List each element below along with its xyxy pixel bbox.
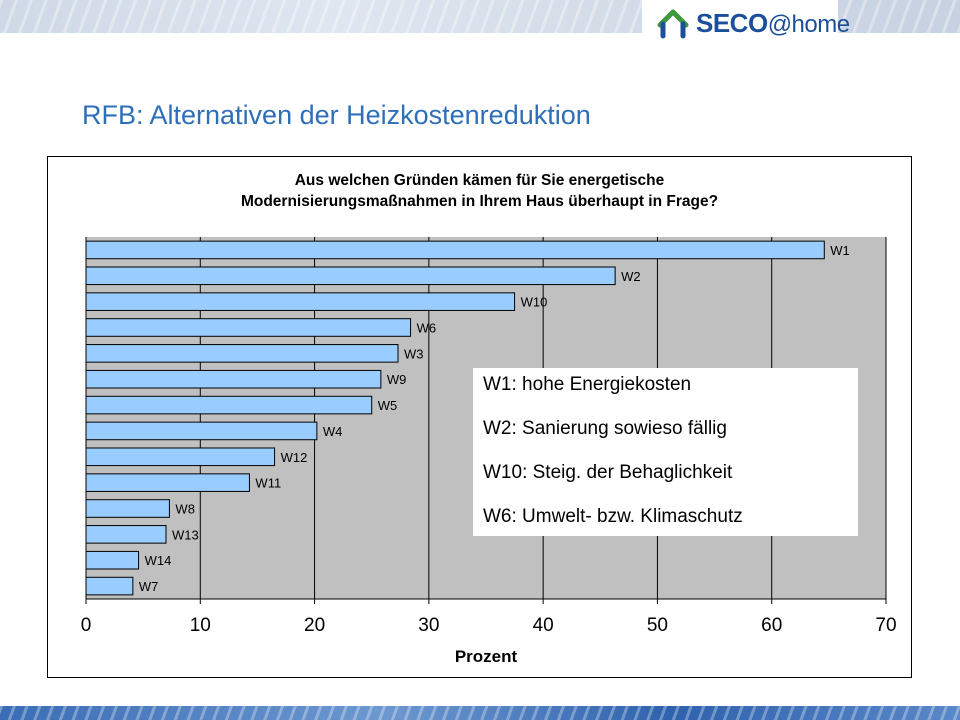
bar-label-w6: W6 xyxy=(417,321,437,336)
x-tick-label: 70 xyxy=(875,615,896,636)
bar-label-w5: W5 xyxy=(378,398,398,413)
bar-w14 xyxy=(85,550,140,570)
bar-label-w11: W11 xyxy=(255,476,281,491)
note-w1: W1: hohe Energiekosten xyxy=(483,374,692,395)
bar-w4 xyxy=(85,421,318,441)
x-tick-label: 40 xyxy=(533,615,554,636)
bar-w8 xyxy=(85,499,170,518)
x-tick-label: 50 xyxy=(647,615,668,636)
bar-w5 xyxy=(85,395,373,415)
note-w6: W6: Umwelt- bzw. Klimaschutz xyxy=(483,506,743,527)
x-tick-label: 30 xyxy=(418,615,439,636)
bar-label-w13: W13 xyxy=(172,527,199,542)
x-tick-label: 0 xyxy=(81,615,92,636)
bar-w2 xyxy=(85,266,616,286)
notes-box: W1: hohe Energiekosten W2: Sanierung sow… xyxy=(473,368,858,536)
bar-w3 xyxy=(85,344,399,363)
bar-label-w4: W4 xyxy=(323,424,343,439)
bar-label-w3: W3 xyxy=(404,346,424,361)
bar-w9 xyxy=(85,369,382,389)
bar-label-w7: W7 xyxy=(139,579,159,594)
note-w10: W10: Steig. der Behaglichkeit xyxy=(483,462,733,483)
footer-band xyxy=(0,706,960,720)
bar-w12 xyxy=(85,447,276,467)
chart-title-line-1: Aus welchen Gründen kämen für Sie energe… xyxy=(294,172,665,189)
bar-w13 xyxy=(85,525,167,544)
house-logo-icon xyxy=(657,9,689,39)
bar-label-w2: W2 xyxy=(621,269,641,284)
slide-title: RFB: Alternativen der Heizkostenreduktio… xyxy=(82,100,591,130)
bar-label-w8: W8 xyxy=(175,502,195,517)
bar-label-w12: W12 xyxy=(281,450,308,465)
bar-label-w1: W1 xyxy=(830,243,850,258)
logo: SECO@home xyxy=(642,0,850,44)
x-tick-label: 10 xyxy=(190,615,211,636)
logo-text: SECO@home xyxy=(696,8,850,38)
bar-w11 xyxy=(85,473,250,492)
bar-label-w10: W10 xyxy=(521,295,548,310)
bar-label-w9: W9 xyxy=(387,372,407,387)
chart-title-line-2: Modernisierungsmaßnahmen in Ihrem Haus ü… xyxy=(240,193,719,210)
chart-title: Aus welchen Gründen kämen für Sie energe… xyxy=(47,170,912,212)
bar-w6 xyxy=(85,318,412,337)
bar-w10 xyxy=(85,292,516,311)
x-tick-label: 60 xyxy=(761,615,782,636)
note-w2: W2: Sanierung sowieso fällig xyxy=(483,418,727,439)
bar-w7 xyxy=(85,576,134,596)
bar-label-w14: W14 xyxy=(145,553,172,568)
x-tick-label: 20 xyxy=(304,615,325,636)
x-axis-label: Prozent xyxy=(455,647,518,666)
bar-w1 xyxy=(85,240,825,260)
